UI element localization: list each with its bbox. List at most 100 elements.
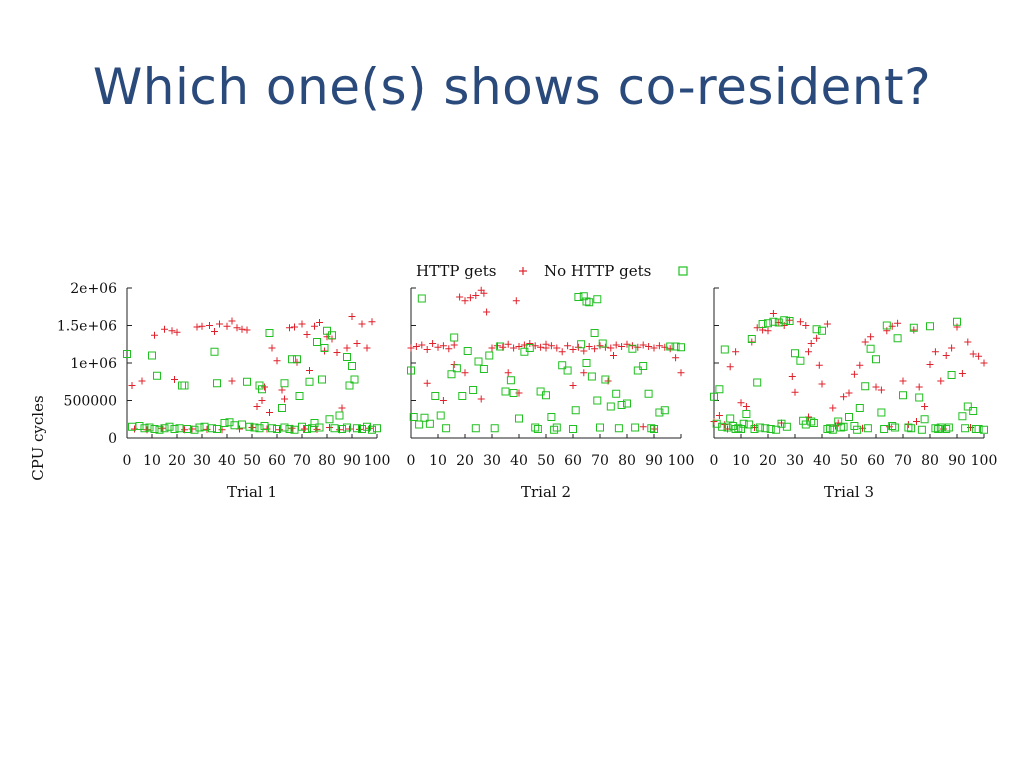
data-point-http (788, 373, 796, 380)
data-point-no-http (866, 344, 875, 353)
data-point-no-http (293, 355, 301, 364)
data-point-no-http (190, 425, 199, 434)
data-point-no-http (479, 365, 488, 373)
data-point-no-http (569, 425, 577, 433)
data-point-no-http (345, 381, 354, 390)
data-point-no-http (796, 356, 805, 365)
data-point-http (980, 359, 988, 367)
data-point-no-http (834, 417, 843, 426)
data-point-no-http (836, 423, 845, 432)
data-point-http (461, 297, 469, 305)
data-point-http (913, 418, 920, 425)
data-point-no-http (315, 423, 324, 432)
x-tick-label: 20 (759, 453, 777, 469)
data-point-no-http (195, 423, 204, 432)
data-point-no-http (745, 420, 754, 429)
x-tick-label: 40 (510, 453, 528, 469)
data-point-http (151, 331, 158, 339)
data-point-http (281, 395, 288, 403)
data-point-http (266, 409, 273, 416)
x-tick-label: 20 (168, 453, 186, 469)
data-point-http (298, 320, 306, 328)
data-point-no-http (552, 423, 561, 432)
data-point-no-http (285, 425, 294, 433)
data-point-http (504, 369, 512, 377)
x-tick-label: 80 (318, 453, 336, 469)
data-point-no-http (877, 408, 886, 417)
data-point-http (333, 349, 341, 356)
data-point-http (466, 294, 474, 302)
data-point-no-http (170, 425, 179, 433)
data-point-http (326, 424, 333, 431)
data-point-no-http (208, 424, 216, 433)
data-point-no-http (750, 425, 759, 433)
data-point-no-http (531, 423, 540, 432)
data-point-no-http (623, 399, 631, 408)
data-point-http (138, 377, 146, 385)
x-tick-label: 60 (867, 453, 885, 469)
data-point-http (975, 352, 983, 360)
data-point-no-http (826, 424, 835, 433)
data-point-http (434, 343, 442, 351)
data-point-http (461, 369, 469, 377)
data-point-http (407, 344, 415, 352)
data-point-http (829, 404, 837, 412)
data-point-http (477, 395, 485, 403)
data-point-http (515, 389, 523, 397)
data-point-no-http (723, 423, 732, 432)
data-point-http (423, 379, 431, 387)
data-point-http (948, 344, 956, 352)
data-point-http (480, 289, 488, 297)
data-point-http (732, 348, 740, 356)
x-axis-label: Trial 1 (227, 483, 277, 501)
data-point-http (942, 352, 950, 359)
data-point-http (666, 345, 674, 353)
chart-legend: HTTP gets No HTTP gets (416, 262, 688, 280)
data-point-no-http (582, 359, 591, 367)
data-point-no-http (936, 423, 945, 432)
data-point-no-http (407, 366, 415, 375)
data-point-no-http (888, 422, 897, 430)
data-point-http (726, 363, 734, 371)
data-point-no-http (934, 425, 943, 433)
data-point-http (867, 333, 875, 341)
data-point-http (899, 377, 907, 385)
x-tick-label: 50 (537, 453, 555, 469)
data-point-no-http (628, 344, 637, 353)
data-point-no-http (265, 329, 274, 337)
data-point-no-http (310, 419, 319, 427)
x-tick-label: 40 (813, 453, 831, 469)
data-point-no-http (140, 424, 149, 433)
data-point-http (313, 425, 321, 433)
data-point-no-http (917, 425, 926, 434)
data-point-no-http (155, 425, 164, 434)
data-point-http (423, 346, 431, 353)
data-point-no-http (969, 407, 978, 415)
data-point-http (418, 341, 426, 349)
data-point-http (368, 318, 376, 326)
data-point-no-http (772, 425, 781, 434)
data-point-http (591, 345, 599, 353)
data-point-no-http (872, 355, 880, 364)
data-point-no-http (807, 417, 816, 426)
data-point-http (607, 344, 615, 352)
data-point-no-http (145, 423, 154, 432)
data-point-no-http (463, 347, 472, 355)
data-point-http (515, 343, 523, 350)
data-point-no-http (587, 372, 596, 381)
data-point-http (883, 327, 891, 335)
data-point-http (348, 313, 356, 320)
data-point-no-http (558, 361, 567, 370)
data-point-http (910, 326, 918, 334)
data-point-no-http (742, 410, 751, 418)
data-point-no-http (920, 415, 929, 424)
data-point-no-http (280, 423, 289, 432)
data-point-http (650, 344, 658, 352)
data-point-no-http (761, 424, 770, 433)
data-point-no-http (268, 424, 276, 433)
data-point-no-http (245, 422, 254, 431)
data-point-http (639, 423, 647, 431)
x-tick-label: 70 (293, 453, 311, 469)
data-point-http (845, 389, 853, 397)
data-point-no-http (863, 424, 872, 433)
